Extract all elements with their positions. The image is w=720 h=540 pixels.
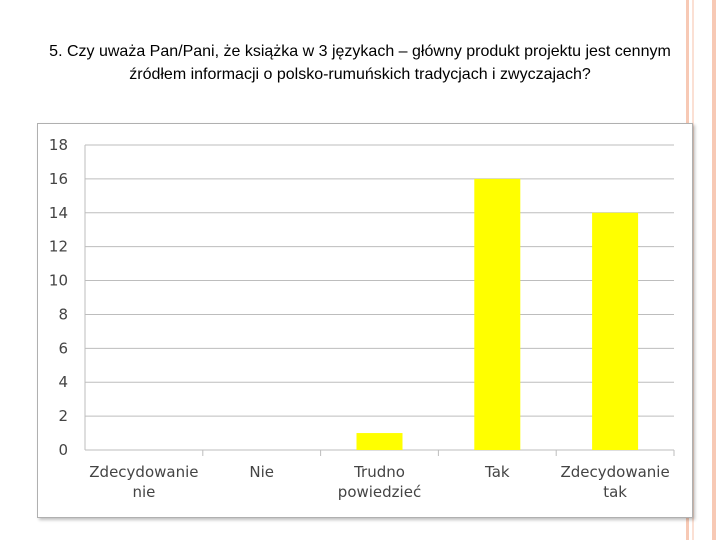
y-tick-label: 2 — [58, 407, 68, 425]
y-tick-label: 0 — [58, 441, 68, 459]
bar — [592, 212, 639, 450]
y-tick-label: 4 — [58, 373, 68, 391]
y-tick-label: 6 — [58, 339, 68, 357]
x-category-label: Trudno powiedzieć — [338, 463, 421, 501]
bar — [356, 433, 403, 450]
chart-frame: 0 2 4 6 8 10 12 14 16 18 Zdecydowanie nie Nie Trudno… — [37, 123, 693, 518]
decorative-stripe-3 — [712, 0, 716, 540]
y-tick-label: 8 — [58, 305, 68, 323]
bars — [356, 178, 639, 450]
slide-title: 5. Czy uważa Pan/Pani, że książka w 3 ję… — [49, 43, 671, 83]
x-category-label: Zdecydowanie tak — [560, 463, 669, 501]
x-category-label: Zdecydowanie nie — [89, 463, 198, 501]
y-tick-label: 14 — [49, 204, 68, 222]
x-category-label: Nie — [249, 463, 274, 481]
y-tick-label: 18 — [49, 136, 68, 154]
decorative-stripe-2 — [692, 0, 694, 540]
y-tick-labels: 0 2 4 6 8 10 12 14 16 18 — [49, 136, 68, 459]
y-tick-label: 16 — [49, 170, 68, 188]
gridlines — [84, 144, 675, 456]
x-category-label: Tak — [484, 463, 510, 481]
y-tick-label: 10 — [49, 272, 68, 290]
bar — [474, 178, 521, 450]
y-tick-label: 12 — [49, 238, 68, 256]
x-category-labels: Zdecydowanie nie Nie Trudno powiedzieć Tak Zde… — [89, 463, 669, 501]
bar-chart: 0 2 4 6 8 10 12 14 16 18 Zdecydowanie nie Nie Trudno… — [49, 136, 675, 501]
